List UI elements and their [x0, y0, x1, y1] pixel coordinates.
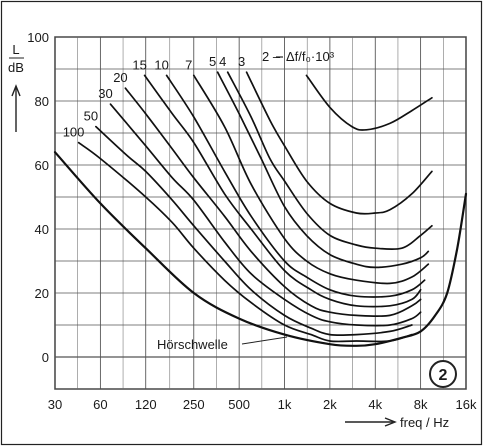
delta-f-annotation: Δf/f₀·10³ — [286, 49, 335, 64]
x-tick-label: 1k — [278, 397, 292, 412]
y-tick-label: 20 — [35, 286, 49, 301]
figure-number-badge — [429, 360, 457, 388]
series-label-7: 7 — [185, 57, 192, 72]
series-label-3: 3 — [238, 54, 245, 69]
x-tick-label: 500 — [228, 397, 250, 412]
series-label-5: 5 — [209, 54, 216, 69]
x-tick-label: 2k — [323, 397, 337, 412]
x-tick-label: 4k — [368, 397, 382, 412]
x-tick-label: 30 — [48, 397, 62, 412]
y-tick-label: 0 — [42, 350, 49, 365]
series-line-4 — [226, 71, 433, 251]
series-line-5 — [216, 71, 430, 269]
series-line-20 — [124, 87, 422, 318]
series-label-20: 20 — [113, 70, 127, 85]
series-label-100: 100 — [63, 125, 85, 140]
x-tick-label: 16k — [456, 397, 477, 412]
x-axis-label: freq / Hz — [400, 415, 449, 430]
y-axis-arrow-icon — [11, 84, 21, 132]
figure-number: 2 — [439, 367, 448, 384]
x-axis-arrow-icon — [345, 417, 397, 427]
series-line-100 — [77, 141, 413, 343]
series-line-50 — [95, 125, 413, 337]
y-tick-label: 40 — [35, 222, 49, 237]
series-line-2 — [305, 74, 433, 131]
series-label-10: 10 — [154, 57, 168, 72]
y-tick-label: 100 — [27, 30, 49, 45]
series-label-50: 50 — [84, 109, 98, 124]
series-line-3 — [245, 71, 433, 215]
threshold-label: Hörschwelle — [157, 337, 228, 352]
chart-grid — [54, 36, 467, 390]
y-tick-label: 80 — [35, 94, 49, 109]
threshold-leader — [241, 336, 288, 345]
x-tick-label: 60 — [93, 397, 107, 412]
series-line-30 — [109, 103, 422, 327]
annotation-prefix: 2 – — [262, 49, 281, 64]
threshold-curve — [53, 151, 468, 347]
series-label-15: 15 — [132, 57, 146, 72]
series-line-15 — [143, 74, 422, 308]
series-label-30: 30 — [98, 86, 112, 101]
series-line-7 — [192, 74, 430, 285]
x-tick-label: 120 — [135, 397, 157, 412]
y-axis-label-bottom: dB — [8, 60, 24, 75]
x-tick-label: 250 — [183, 397, 205, 412]
y-axis-label-top: L — [12, 42, 19, 57]
series-line-10 — [165, 74, 426, 298]
x-tick-label: 8k — [414, 397, 428, 412]
y-tick-label: 60 — [35, 158, 49, 173]
series-label-4: 4 — [219, 54, 226, 69]
